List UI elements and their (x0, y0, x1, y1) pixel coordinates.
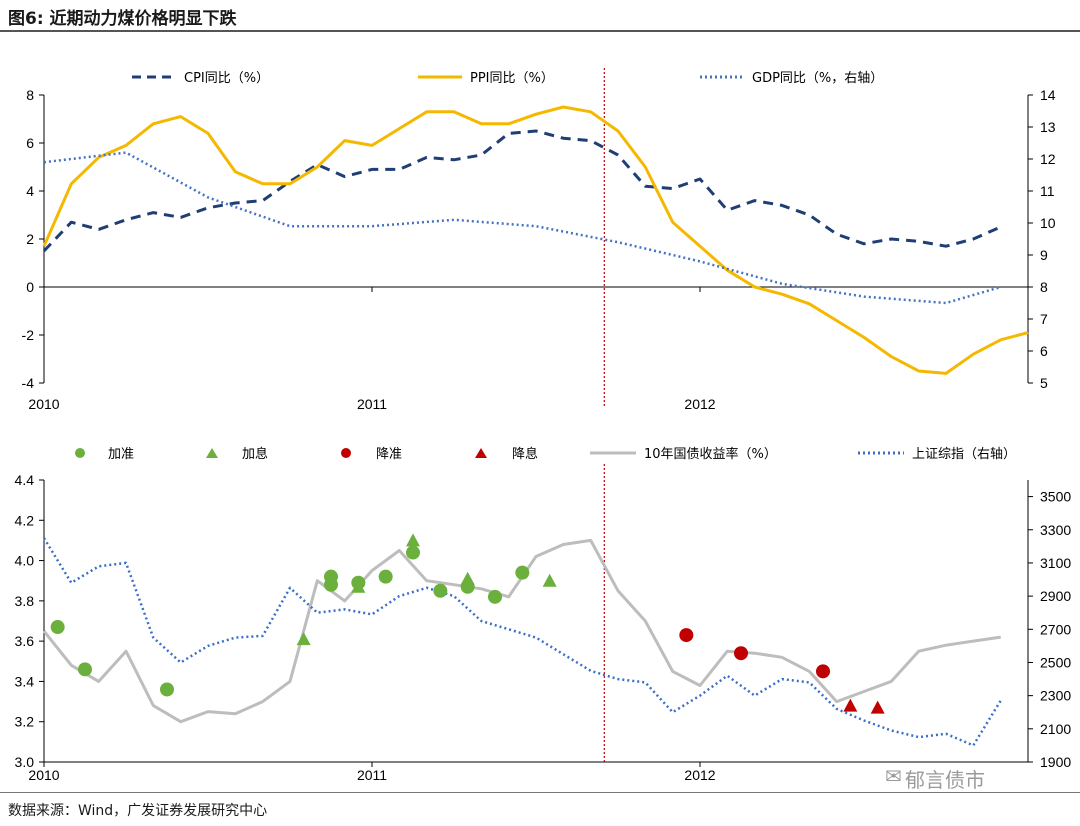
y-tick-label-right: 7 (1040, 311, 1048, 327)
event-marker-2 (734, 646, 748, 661)
y-tick-label-right: 8 (1040, 279, 1048, 295)
legend-swatch-rate-hike (206, 448, 218, 458)
legend: 加准 加息 降准 降息 10年国债收益率（%） 上证综指（右轴） (75, 446, 1016, 462)
y-tick-label-left: 4.2 (15, 512, 35, 528)
y-tick-label-right: 5 (1040, 375, 1048, 391)
series-line-1 (42, 105, 1029, 375)
y-tick-label-left: 6 (26, 135, 34, 151)
y-tick-label-right: 14 (1040, 87, 1056, 103)
y-tick-label-left: -2 (22, 327, 35, 343)
x-tick-label: 2012 (684, 767, 715, 783)
y-tick-label-right: 12 (1040, 151, 1056, 167)
source-rule (0, 792, 1080, 793)
y-tick-label-left: 2 (26, 231, 34, 247)
event-marker-0 (378, 569, 393, 584)
event-marker-0 (488, 589, 502, 604)
y-tick-label-right: 2100 (1040, 721, 1071, 737)
event-marker-0 (433, 583, 448, 598)
y-tick-label-right: 9 (1040, 247, 1048, 263)
event-marker-1 (406, 533, 420, 547)
legend-label-rrr-cut: 降准 (376, 447, 402, 462)
event-marker-0 (78, 662, 92, 677)
event-marker-0 (515, 565, 530, 580)
event-marker-1 (296, 632, 311, 646)
series-group (42, 105, 1029, 375)
y-tick-label-left: -4 (22, 375, 35, 391)
y-tick-label-right: 11 (1040, 183, 1055, 199)
x-tick-label: 2010 (28, 396, 59, 412)
y-tick-label-right: 2700 (1040, 621, 1071, 637)
series-line-1 (42, 537, 1002, 747)
legend-swatch-rrr-hike (75, 448, 85, 458)
legend-label-rrr-hike: 加准 (108, 447, 134, 462)
event-marker-3 (870, 700, 885, 714)
y-tick-label-left: 0 (26, 279, 34, 295)
y-tick-label-right: 10 (1040, 215, 1056, 231)
event-marker-0 (406, 545, 420, 560)
legend-swatch-rrr-cut (341, 448, 351, 458)
y-tick-label-left: 3.4 (15, 673, 35, 689)
event-marker-1 (542, 573, 557, 587)
axes: 8 6 4 2 0 -2 -4 14 13 12 11 10 9 8 7 6 5 2010 2011 2012 (22, 68, 1056, 412)
y-tick-label-left: 4.0 (15, 553, 35, 569)
y-tick-label-right: 2300 (1040, 688, 1071, 704)
event-marker-0 (50, 620, 65, 635)
y-tick-label-right: 2500 (1040, 654, 1071, 670)
legend-label-cpi: CPI同比（%） (184, 71, 269, 86)
legend-label-bond: 10年国债收益率（%） (644, 446, 777, 462)
y-tick-label-left: 3.8 (15, 593, 35, 609)
event-marker-1 (351, 579, 366, 593)
axes: 4.4 4.2 4.0 3.8 3.6 3.4 3.2 3.0 3500 3300 3100 2900… (15, 464, 1071, 783)
series-line-2 (43, 151, 1002, 305)
y-tick-label-left: 3.0 (15, 754, 35, 770)
y-tick-label-left: 3.6 (15, 633, 35, 649)
y-tick-label-right: 2900 (1040, 588, 1071, 604)
event-marker-2 (816, 664, 830, 679)
event-marker-0 (324, 577, 338, 592)
watermark: 郁言债市 (905, 768, 985, 792)
y-tick-label-right: 6 (1040, 343, 1048, 359)
wechat-icon: ✉ (885, 764, 902, 788)
source-note: 数据来源：Wind，广发证券发展研究中心 (8, 803, 268, 819)
legend-label-index: 上证综指（右轴） (912, 447, 1016, 462)
y-tick-label-left: 3.2 (15, 714, 35, 730)
title-rule (0, 30, 1080, 32)
legend-label-rate-hike: 加息 (242, 446, 268, 462)
legend-swatch-rate-cut (475, 448, 487, 458)
legend-label-rate-cut: 降息 (512, 446, 538, 462)
legend-label-ppi: PPI同比（%） (470, 71, 554, 86)
event-marker-1 (460, 571, 475, 585)
y-tick-label-left: 8 (26, 87, 34, 103)
x-tick-label: 2011 (357, 396, 387, 412)
series-line-0 (42, 129, 1002, 253)
macro-inflation-chart: CPI同比（%） PPI同比（%） GDP同比（%，右轴） 8 6 4 2 0 -2 -4 1… (22, 68, 1056, 412)
event-marker-3 (843, 698, 858, 712)
y-tick-label-left: 4.4 (15, 472, 35, 488)
legend-label-gdp: GDP同比（%，右轴） (752, 71, 883, 86)
policy-events (50, 533, 885, 714)
y-tick-label-right: 13 (1040, 119, 1056, 135)
x-tick-label: 2012 (684, 396, 715, 412)
legend: CPI同比（%） PPI同比（%） GDP同比（%，右轴） (132, 71, 883, 86)
y-tick-label-left: 4 (26, 183, 34, 199)
y-tick-label-right: 3300 (1040, 522, 1071, 538)
event-marker-0 (160, 682, 174, 697)
event-marker-2 (679, 628, 694, 643)
y-tick-label-right: 1900 (1040, 754, 1071, 770)
x-tick-label: 2010 (28, 767, 59, 783)
rates-index-chart: 加准 加息 降准 降息 10年国债收益率（%） 上证综指（右轴） 4.44.24… (15, 446, 1072, 783)
figure-title: 图6: 近期动力煤价格明显下跌 (8, 9, 237, 29)
y-tick-label-right: 3500 (1040, 489, 1071, 505)
x-tick-label: 2011 (357, 767, 387, 783)
y-tick-label-right: 3100 (1040, 555, 1071, 571)
